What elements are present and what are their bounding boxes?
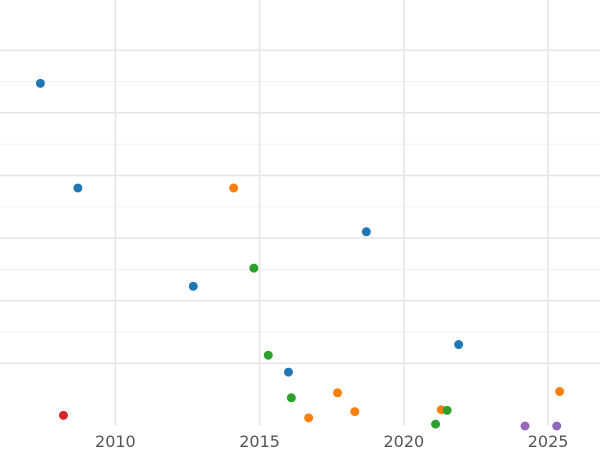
scatter-point (304, 413, 314, 423)
scatter-point (350, 407, 360, 417)
scatter-point (361, 227, 371, 237)
x-tick-label: 2025 (528, 432, 569, 450)
scatter-point (58, 410, 68, 420)
x-tick-label: 2015 (239, 432, 280, 450)
scatter-point (188, 281, 198, 291)
grid-layer (0, 0, 600, 426)
scatter-point (229, 183, 239, 193)
scatter-point (442, 405, 452, 415)
scatter-point (73, 183, 83, 193)
x-tick-label: 2010 (95, 432, 136, 450)
scatter-point (35, 78, 45, 88)
scatter-point (286, 393, 296, 403)
x-tick-labels: 2010 2015 2020 2025 (95, 432, 568, 450)
scatter-point (263, 350, 273, 360)
scatter-point (454, 340, 464, 350)
points-layer (35, 78, 565, 431)
scatter-point (552, 421, 562, 431)
scatter-point (333, 388, 342, 398)
x-tick-label: 2020 (383, 432, 424, 450)
scatter-point (555, 387, 565, 397)
scatter-point (520, 421, 530, 431)
scatter-point (283, 367, 293, 377)
scatter-point (431, 419, 441, 429)
scatter-point (249, 263, 259, 273)
